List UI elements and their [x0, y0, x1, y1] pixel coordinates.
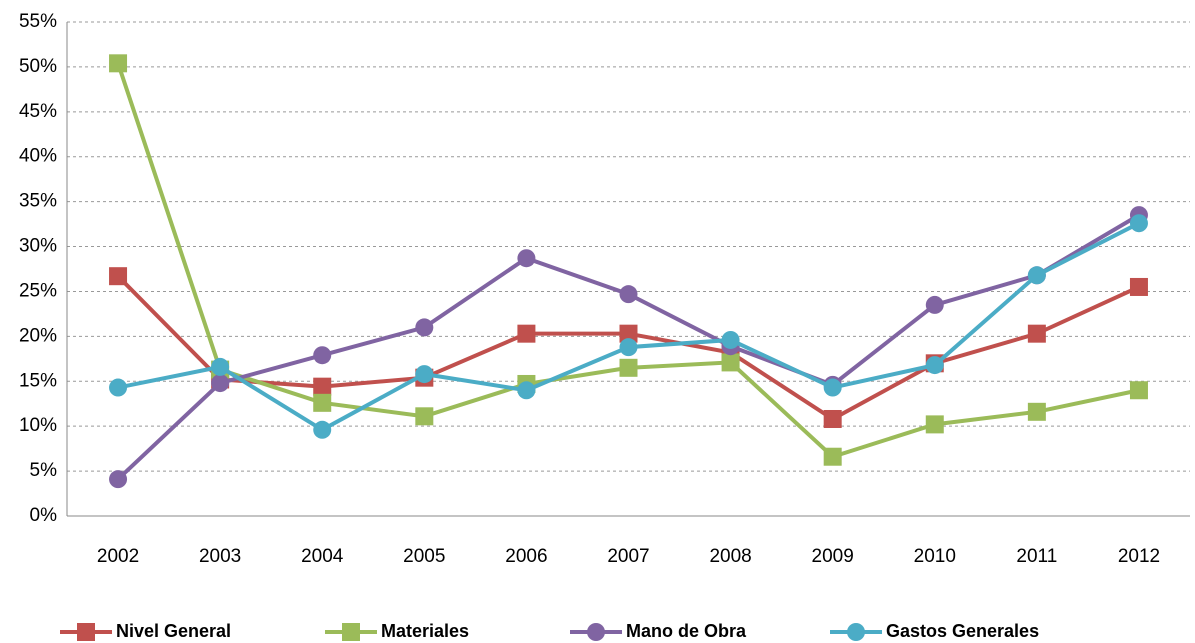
data-point — [313, 346, 332, 365]
data-point — [823, 378, 842, 397]
data-point — [1027, 266, 1046, 285]
y-tick-label: 25% — [19, 280, 57, 301]
data-point — [1027, 402, 1046, 421]
legend-label: Gastos Generales — [886, 621, 1039, 641]
legend-label: Mano de Obra — [626, 621, 747, 641]
data-point — [925, 415, 944, 434]
data-point — [619, 338, 638, 357]
data-point — [1129, 381, 1148, 400]
x-tick-label: 2003 — [199, 546, 241, 567]
data-point — [721, 330, 740, 349]
y-tick-label: 45% — [19, 101, 57, 122]
x-tick-label: 2007 — [607, 546, 649, 567]
legend-marker — [77, 623, 95, 641]
data-point — [313, 377, 332, 396]
data-point — [619, 285, 638, 304]
data-point — [619, 324, 638, 343]
y-tick-label: 5% — [30, 460, 58, 481]
y-tick-label: 30% — [19, 236, 57, 257]
data-point — [823, 409, 842, 428]
y-tick-label: 15% — [19, 370, 57, 391]
data-point — [109, 470, 128, 489]
data-point — [415, 365, 434, 384]
data-point — [925, 356, 944, 375]
data-point — [1129, 277, 1148, 296]
legend-label: Nivel General — [116, 621, 231, 641]
x-tick-label: 2011 — [1016, 546, 1057, 567]
series — [109, 214, 1148, 439]
data-point — [823, 447, 842, 466]
x-tick-label: 2008 — [709, 546, 751, 567]
series — [109, 54, 1148, 466]
x-tick-label: 2009 — [812, 546, 854, 567]
x-tick-label: 2012 — [1118, 546, 1160, 567]
x-tick-label: 2004 — [301, 546, 344, 567]
data-point — [313, 420, 332, 439]
legend-label: Materiales — [381, 621, 469, 641]
legend-marker — [847, 623, 865, 641]
data-point — [211, 374, 230, 393]
data-point — [109, 378, 128, 397]
data-point — [925, 295, 944, 314]
data-point — [415, 318, 434, 337]
x-tick-label: 2005 — [403, 546, 445, 567]
data-point — [721, 353, 740, 372]
data-point — [211, 357, 230, 376]
data-point — [517, 324, 536, 343]
y-tick-label: 35% — [19, 191, 57, 212]
data-point — [109, 267, 128, 286]
y-tick-label: 0% — [30, 505, 58, 526]
y-tick-label: 40% — [19, 146, 57, 167]
x-tick-label: 2002 — [97, 546, 139, 567]
data-point — [109, 54, 128, 73]
legend-marker — [342, 623, 360, 641]
data-point — [313, 393, 332, 412]
y-tick-label: 55% — [19, 11, 57, 32]
x-tick-label: 2006 — [505, 546, 547, 567]
x-tick-label: 2010 — [914, 546, 956, 567]
data-point — [1129, 214, 1148, 233]
y-tick-label: 50% — [19, 56, 57, 77]
data-point — [1027, 324, 1046, 343]
data-point — [619, 358, 638, 377]
legend: Nivel General Materiales Mano de Obra Gasto… — [60, 621, 1039, 641]
data-point — [517, 249, 536, 268]
legend-marker — [587, 623, 605, 641]
data-point — [517, 381, 536, 400]
y-tick-label: 10% — [19, 415, 57, 436]
y-tick-label: 20% — [19, 325, 57, 346]
data-point — [415, 407, 434, 426]
